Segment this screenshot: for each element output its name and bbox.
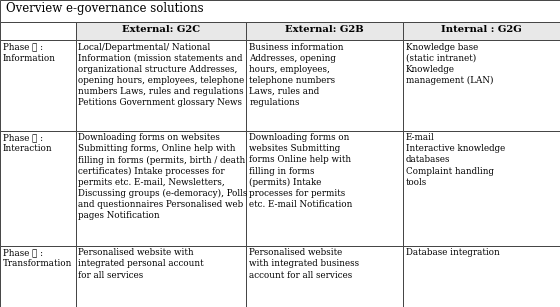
Text: Overview e-governance solutions: Overview e-governance solutions xyxy=(6,2,203,15)
Text: Personalised website with
integrated personal account
for all services: Personalised website with integrated per… xyxy=(78,248,204,280)
Text: Knowledge base
(static intranet)
Knowledge
management (LAN): Knowledge base (static intranet) Knowled… xyxy=(406,43,493,85)
Bar xyxy=(246,22,403,40)
Bar xyxy=(0,22,76,40)
Text: Downloading forms on
websites Submitting
forms Online help with
filling in forms: Downloading forms on websites Submitting… xyxy=(249,133,353,209)
Text: External: G2B: External: G2B xyxy=(286,25,364,34)
Text: Internal : G2G: Internal : G2G xyxy=(441,25,522,34)
Bar xyxy=(246,246,403,307)
Bar xyxy=(403,246,560,307)
Bar xyxy=(0,131,76,246)
Bar xyxy=(403,40,560,131)
Bar xyxy=(246,131,403,246)
Bar xyxy=(246,40,403,131)
Text: Phase ❷ :
Interaction: Phase ❷ : Interaction xyxy=(3,133,53,153)
Bar xyxy=(0,40,76,131)
Bar xyxy=(403,131,560,246)
Text: Downloading forms on websites
Submitting forms, Online help with
filling in form: Downloading forms on websites Submitting… xyxy=(78,133,248,220)
Bar xyxy=(403,22,560,40)
Bar xyxy=(0,0,560,22)
Text: E-mail
Interactive knowledge
databases
Complaint handling
tools: E-mail Interactive knowledge databases C… xyxy=(406,133,505,187)
Text: Business information
Addresses, opening
hours, employees,
telephone numbers
Laws: Business information Addresses, opening … xyxy=(249,43,344,107)
Text: External: G2C: External: G2C xyxy=(122,25,200,34)
Bar xyxy=(76,246,246,307)
Bar xyxy=(76,131,246,246)
Bar xyxy=(76,22,246,40)
Bar xyxy=(76,40,246,131)
Text: Personalised website
with integrated business
account for all services: Personalised website with integrated bus… xyxy=(249,248,360,280)
Text: Phase ❸ :
Transformation: Phase ❸ : Transformation xyxy=(3,248,72,268)
Bar xyxy=(0,246,76,307)
Text: Database integration: Database integration xyxy=(406,248,500,257)
Text: Phase ❶ :
Information: Phase ❶ : Information xyxy=(3,43,56,63)
Text: Local/Departmental/ National
Information (mission statements and
organizational : Local/Departmental/ National Information… xyxy=(78,43,245,107)
